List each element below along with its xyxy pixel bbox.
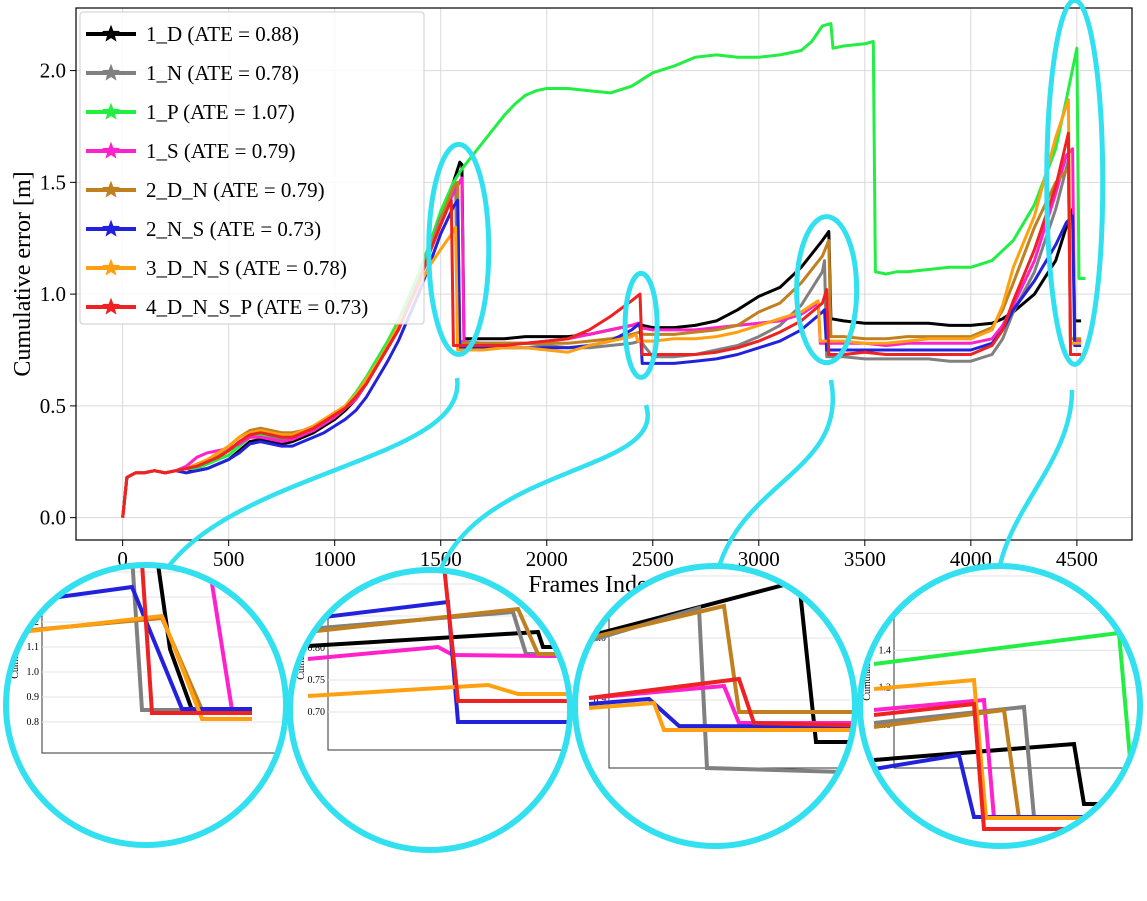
x-ticks: 0 500 1000 1500 2000 2500 3000 3500 4000 4500 xyxy=(117,540,1098,571)
zoom-highlight-ellipse xyxy=(1044,0,1106,367)
zoom-y-tick-label: 0.90 xyxy=(308,579,326,590)
zoom-series-line-8 xyxy=(307,570,570,703)
zoom-y-tick-label: 1.0 xyxy=(27,667,40,678)
zoom-series-line-8 xyxy=(588,676,855,728)
zoom-circle-border xyxy=(3,562,289,848)
series-line-8 xyxy=(121,131,1082,518)
legend-label: 2_D_N (ATE = 0.79) xyxy=(146,178,325,202)
zoom-y-tick-label: 0.80 xyxy=(308,643,326,654)
zoom-y-tick-label: 1.4 xyxy=(879,645,892,656)
zoom-inset-3: 1.11.00.9 xyxy=(572,563,858,849)
legend-star-marker xyxy=(102,180,120,198)
legend-star-marker xyxy=(102,258,120,276)
zoom-circle-border xyxy=(287,567,573,853)
legend-star-marker xyxy=(102,63,120,81)
legend-item: 1_S (ATE = 0.79) xyxy=(86,139,296,163)
zoom-series-line-7 xyxy=(873,677,1140,820)
zoom-connector-arrow xyxy=(143,377,460,613)
zoom-highlight-ellipse xyxy=(622,270,660,380)
legend-star-marker xyxy=(102,297,120,315)
zoom-series-line-6 xyxy=(588,696,855,729)
zoom-y-tick-label: 1.4 xyxy=(27,567,40,578)
zoom-series-line-6 xyxy=(21,584,252,711)
legend-box xyxy=(79,11,425,325)
x-tick-label: 1000 xyxy=(314,547,356,571)
legend-item: 3_D_N_S (ATE = 0.78) xyxy=(86,256,347,280)
y-tick-label: 0.5 xyxy=(40,394,66,418)
plot-frame xyxy=(75,7,1133,541)
zoom-connector-arrow xyxy=(709,379,836,605)
legend-item: 1_D (ATE = 0.88) xyxy=(86,22,299,46)
zoom-connector-arrow xyxy=(427,404,650,615)
legend-label: 1_P (ATE = 1.07) xyxy=(146,100,295,124)
zoom-y-tick-label: 0.75 xyxy=(308,675,326,686)
x-tick-label: 2000 xyxy=(526,547,568,571)
zoom-highlight-ellipse xyxy=(794,214,860,366)
main-plot: 0 500 1000 1500 2000 2500 3000 3500 4000 4500 0.0… xyxy=(10,7,1133,598)
zoom-y-tick-label: 1.8 xyxy=(879,571,892,582)
zoom-y-tick-label: 0.70 xyxy=(308,707,326,718)
y-tick-label: 1.0 xyxy=(40,282,66,306)
zoom-circle-border xyxy=(572,563,858,849)
zoom-y-tick-label: 1.3 xyxy=(27,592,40,603)
y-tick-label: 2.0 xyxy=(40,59,66,83)
zoom-circle-fill xyxy=(6,565,286,845)
x-tick-label: 3500 xyxy=(844,547,886,571)
legend-star-marker xyxy=(102,102,120,120)
zoom-y-tick-label: 1.1 xyxy=(27,642,40,653)
y-axis-label: Cumulative error [m] xyxy=(10,171,36,376)
zoom-plot-frame xyxy=(327,570,570,751)
legend-label: 4_D_N_S_P (ATE = 0.73) xyxy=(146,295,368,319)
y-tick-label: 1.5 xyxy=(40,170,66,194)
legend-star-marker xyxy=(102,219,120,237)
zoom-circle-fill xyxy=(860,566,1140,846)
x-tick-label: 0 xyxy=(117,547,128,571)
zoom-plot-frame xyxy=(41,565,286,754)
zoom-series-line-7 xyxy=(307,682,570,698)
legend-item: 1_N (ATE = 0.78) xyxy=(86,61,299,85)
zoom-series-line-7 xyxy=(21,613,252,721)
zoom-y-tick-label: 0.9 xyxy=(27,692,40,703)
zoom-content: 1.11.00.9 xyxy=(588,567,855,775)
zoom-y-tick-label: 1.5 xyxy=(27,542,40,553)
legend-star-marker xyxy=(102,141,120,159)
legend-item: 2_N_S (ATE = 0.73) xyxy=(86,217,321,241)
zoom-series-line-6 xyxy=(307,599,570,728)
legend-label: 1_S (ATE = 0.79) xyxy=(146,139,296,163)
legend-label: 1_D (ATE = 0.88) xyxy=(146,22,299,46)
legend-item: 2_D_N (ATE = 0.79) xyxy=(86,178,325,202)
legend: 1_D (ATE = 0.88) 1_N (ATE = 0.78) 1_P (ATE… xyxy=(79,11,425,325)
legend-label: 1_N (ATE = 0.78) xyxy=(146,61,299,85)
legend-item: 1_P (ATE = 1.07) xyxy=(86,100,295,124)
zoom-series-line-7 xyxy=(588,700,855,732)
x-tick-label: 2500 xyxy=(632,547,674,571)
y-tick-label: 0.0 xyxy=(40,506,66,530)
x-tick-label: 500 xyxy=(213,547,245,571)
zoom-circle-fill xyxy=(290,570,570,850)
legend-label: 2_N_S (ATE = 0.73) xyxy=(146,217,321,241)
y-ticks: 0.0 0.5 1.0 1.5 2.0 xyxy=(40,59,76,530)
x-tick-label: 4500 xyxy=(1056,547,1098,571)
zoom-highlight-ellipse xyxy=(426,141,492,357)
legend-item: 4_D_N_S_P (ATE = 0.73) xyxy=(86,295,368,319)
zoom-y-tick-label: 0.9 xyxy=(594,695,607,706)
zoom-circle-fill xyxy=(575,566,855,846)
zoom-series-line-5 xyxy=(588,603,855,714)
legend-star-marker xyxy=(102,24,120,42)
series-line-1 xyxy=(121,160,1082,518)
zoom-circle-border xyxy=(857,563,1143,849)
zoom-y-tick-label: 0.8 xyxy=(27,717,40,728)
legend-label: 3_D_N_S (ATE = 0.78) xyxy=(146,256,347,280)
